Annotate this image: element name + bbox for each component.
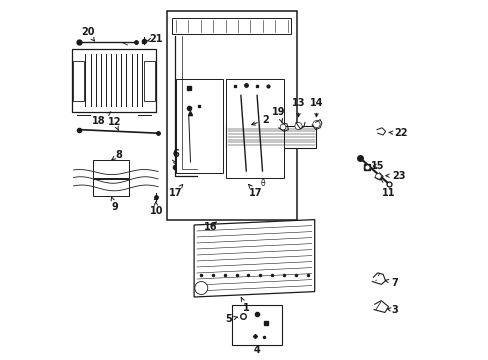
Text: θ: θ: [261, 179, 265, 188]
Text: 12: 12: [108, 117, 122, 130]
Text: 13: 13: [291, 98, 305, 117]
Text: 2: 2: [251, 114, 269, 125]
Bar: [167, 11, 296, 220]
Text: 7: 7: [385, 278, 398, 288]
Text: 15: 15: [370, 161, 384, 171]
Circle shape: [280, 124, 285, 130]
Circle shape: [375, 174, 381, 179]
Bar: [172, 18, 291, 34]
Circle shape: [194, 282, 207, 294]
Text: 1: 1: [241, 297, 249, 313]
Text: 6: 6: [172, 149, 179, 159]
Bar: [93, 160, 129, 178]
Text: 10: 10: [149, 202, 163, 216]
Text: 11: 11: [379, 176, 394, 198]
Text: 5: 5: [224, 314, 237, 324]
Text: 20: 20: [81, 27, 95, 41]
Text: 14: 14: [309, 98, 323, 117]
Text: 16: 16: [203, 222, 217, 232]
Bar: [231, 305, 282, 345]
Circle shape: [294, 122, 302, 130]
Text: 3: 3: [386, 305, 398, 315]
Bar: [93, 179, 129, 196]
Circle shape: [312, 121, 320, 128]
Bar: [176, 79, 223, 173]
Text: 4: 4: [253, 345, 260, 355]
Text: 19: 19: [271, 107, 285, 122]
Bar: [226, 79, 284, 178]
Text: 8: 8: [112, 150, 122, 160]
Text: 23: 23: [385, 171, 405, 181]
Bar: [73, 61, 84, 101]
Text: 21: 21: [146, 34, 163, 44]
Text: 17: 17: [169, 184, 183, 198]
Bar: [143, 61, 154, 101]
Text: 18: 18: [92, 112, 110, 126]
Bar: [226, 126, 316, 148]
Text: 22: 22: [388, 128, 407, 138]
Text: 17: 17: [248, 184, 262, 198]
Text: 9: 9: [111, 197, 118, 212]
Polygon shape: [194, 220, 314, 297]
Bar: [72, 49, 156, 112]
